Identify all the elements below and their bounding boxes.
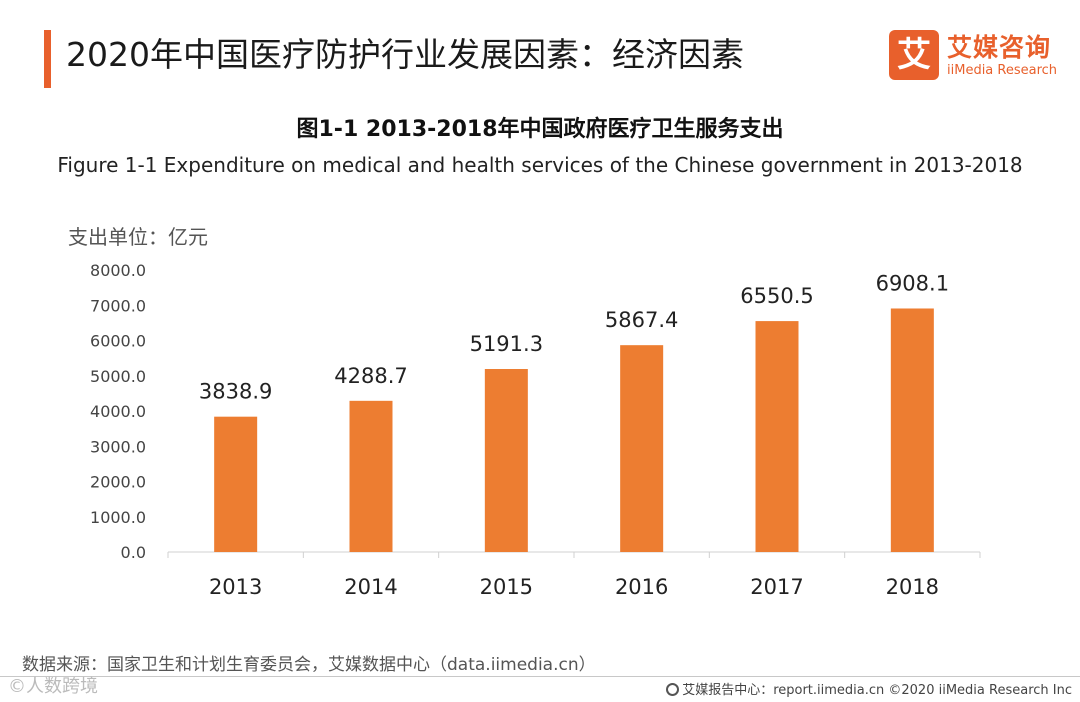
footer-text: 艾媒报告中心：report.iimedia.cn ©2020 iiMedia R… xyxy=(682,683,1072,698)
footer-credit: 艾媒报告中心：report.iimedia.cn ©2020 iiMedia R… xyxy=(666,679,1072,698)
y-tick-label: 8000.0 xyxy=(90,261,146,280)
x-tick-label: 2015 xyxy=(480,575,533,599)
y-tick-label: 6000.0 xyxy=(90,332,146,351)
globe-icon xyxy=(666,683,680,696)
y-tick-label: 5000.0 xyxy=(90,367,146,386)
data-label: 3838.9 xyxy=(199,380,272,404)
logo-en-text: iiMedia Research xyxy=(947,63,1058,78)
chart-title: 图1-1 2013-2018年中国政府医疗卫生服务支出 xyxy=(296,117,784,142)
x-tick-label: 2016 xyxy=(615,575,668,599)
iimedia-logo: 艾 艾媒咨询 iiMedia Research xyxy=(889,30,1069,82)
bar xyxy=(620,345,664,552)
data-label: 4288.7 xyxy=(334,364,407,388)
bar xyxy=(755,321,799,552)
data-label: 5191.3 xyxy=(470,332,543,356)
bar xyxy=(890,308,934,552)
x-tick-label: 2017 xyxy=(750,575,803,599)
y-axis-unit-label: 支出单位：亿元 xyxy=(68,225,208,249)
chart-subtitle: Figure 1-1 Expenditure on medical and he… xyxy=(57,153,1023,177)
data-source: 数据来源：国家卫生和计划生育委员会，艾媒数据中心（data.iimedia.cn… xyxy=(22,655,596,675)
y-tick-label: 7000.0 xyxy=(90,296,146,315)
x-tick-label: 2014 xyxy=(344,575,397,599)
bar xyxy=(349,400,393,552)
y-tick-label: 0.0 xyxy=(121,543,146,562)
watermark: ©人数跨境 xyxy=(8,676,98,697)
logo-cn-text: 艾媒咨询 xyxy=(947,33,1052,62)
logo-mark: 艾 xyxy=(889,30,939,80)
page-title: 2020年中国医疗防护行业发展因素：经济因素 xyxy=(66,35,744,74)
footer-divider xyxy=(0,676,1080,677)
bar xyxy=(484,369,528,552)
data-label: 6908.1 xyxy=(876,271,949,295)
bar-chart: 0.0 1000.0 2000.0 3000.0 4000.0 5000.0 6000.0 7… xyxy=(90,261,981,599)
x-tick-label: 2018 xyxy=(886,575,939,599)
data-label: 5867.4 xyxy=(605,308,678,332)
bar xyxy=(214,416,258,552)
y-tick-label: 2000.0 xyxy=(90,473,146,492)
title-accent-bar xyxy=(44,30,51,88)
data-label: 6550.5 xyxy=(740,284,813,308)
y-tick-label: 4000.0 xyxy=(90,402,146,421)
y-tick-label: 1000.0 xyxy=(90,508,146,527)
y-tick-label: 3000.0 xyxy=(90,437,146,456)
x-tick-label: 2013 xyxy=(209,575,262,599)
